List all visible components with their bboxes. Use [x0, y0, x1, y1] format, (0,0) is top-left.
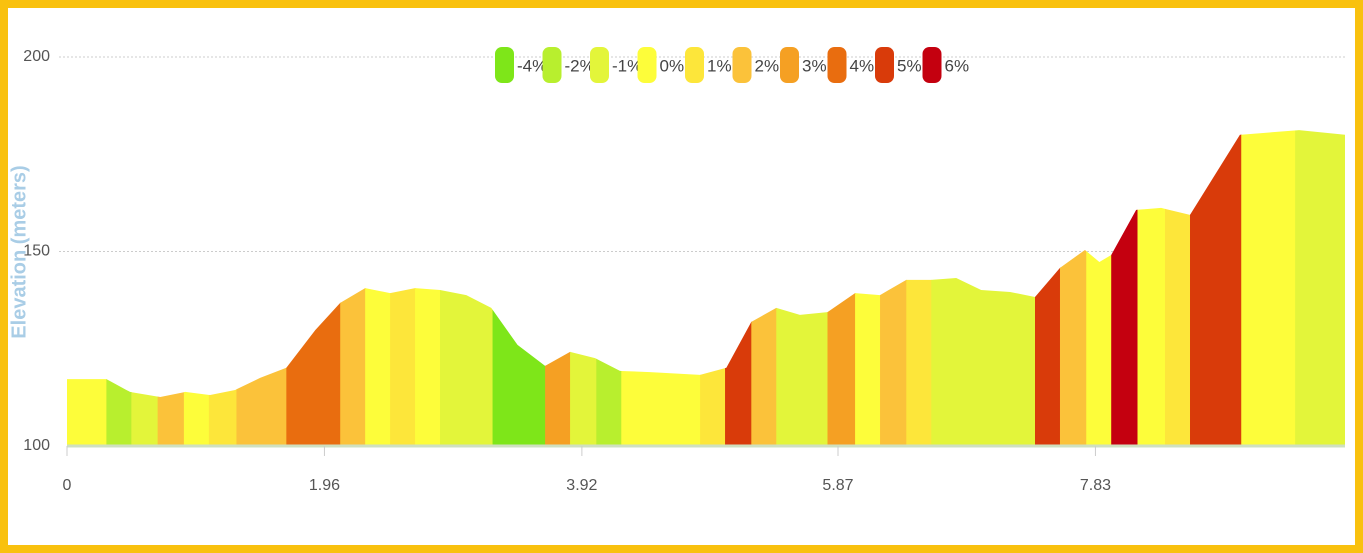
grade-band — [440, 290, 494, 446]
grade-band — [751, 307, 777, 446]
y-axis-label: Elevation (meters) — [8, 165, 30, 338]
grade-band — [855, 293, 881, 446]
grade-band — [931, 277, 1036, 446]
legend-swatch — [732, 47, 752, 83]
grade-band — [776, 307, 828, 446]
legend-label: 3% — [802, 56, 827, 75]
grade-band — [1190, 134, 1242, 446]
grade-band — [1086, 251, 1112, 446]
grade-band — [725, 321, 752, 446]
x-tick-label: 5.87 — [822, 477, 853, 494]
legend-swatch — [875, 47, 894, 83]
x-tick-label: 0 — [63, 477, 72, 494]
grade-band — [157, 392, 185, 446]
y-tick-label: 200 — [23, 48, 50, 65]
grade-band — [131, 392, 159, 446]
x-tick-label: 1.96 — [309, 477, 340, 494]
grade-band — [390, 288, 416, 446]
legend-swatch — [590, 47, 609, 83]
legend-label: 0% — [660, 56, 685, 75]
grade-band — [286, 302, 341, 446]
grade-band — [1241, 130, 1296, 446]
x-tick-label: 3.92 — [566, 477, 597, 494]
legend-swatch — [922, 47, 942, 83]
legend-label: 1% — [707, 56, 732, 75]
legend-swatch — [495, 47, 514, 83]
grade-band — [1165, 208, 1191, 446]
legend-swatch — [827, 47, 847, 83]
legend-label: -2% — [565, 56, 595, 75]
grade-band — [415, 288, 441, 446]
legend-swatch — [637, 47, 657, 83]
grade-band — [906, 279, 932, 446]
legend-label: 5% — [897, 56, 922, 75]
grade-band — [827, 293, 856, 446]
legend-swatch — [542, 47, 562, 83]
x-tick-label: 7.83 — [1080, 477, 1111, 494]
grade-band — [183, 391, 210, 446]
grade-band — [492, 309, 546, 446]
grade-band — [700, 368, 726, 446]
legend-swatch — [685, 47, 704, 83]
legend-label: 6% — [945, 56, 970, 75]
grade-band — [365, 288, 391, 446]
legend-label: -1% — [612, 56, 642, 75]
grade-band — [1035, 267, 1061, 446]
grade-band — [621, 370, 701, 446]
legend-label: 4% — [850, 56, 875, 75]
grade-band — [1137, 207, 1166, 446]
legend-label: -4% — [517, 56, 547, 75]
grade-band — [880, 279, 907, 446]
grade-band — [340, 288, 366, 446]
grade-band — [67, 379, 107, 446]
grade-band — [1295, 130, 1345, 446]
grade-band — [1111, 209, 1138, 446]
grade-band — [596, 358, 622, 446]
grade-band — [570, 351, 597, 446]
grade-band — [1059, 249, 1087, 446]
grade-band — [106, 379, 132, 446]
grade-band — [236, 367, 287, 446]
grade-band — [208, 389, 237, 446]
y-tick-label: 100 — [23, 437, 50, 454]
y-tick-label: 150 — [23, 243, 50, 260]
grade-band — [545, 351, 571, 446]
legend-swatch — [780, 47, 799, 83]
legend-label: 2% — [755, 56, 780, 75]
